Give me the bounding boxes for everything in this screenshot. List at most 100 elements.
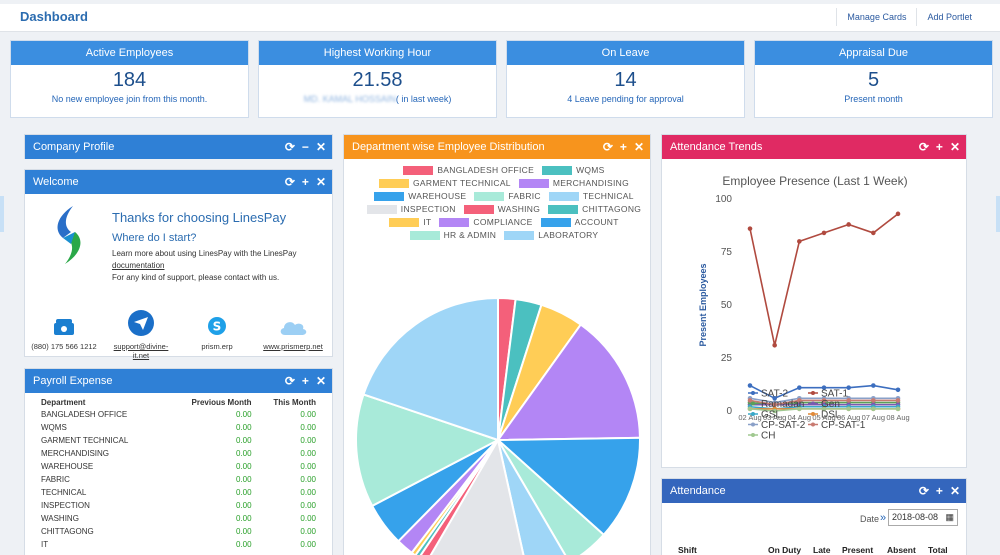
- pie-slice[interactable]: [410, 439, 499, 555]
- pie-slice[interactable]: [426, 437, 528, 555]
- pie-slice[interactable]: [419, 439, 499, 555]
- legend-item[interactable]: WAREHOUSE: [374, 191, 466, 201]
- data-point[interactable]: [772, 402, 777, 407]
- close-icon[interactable]: ✕: [633, 140, 644, 154]
- email-link[interactable]: support@divine-it.net: [114, 342, 169, 360]
- minimize-icon[interactable]: −: [301, 140, 309, 154]
- expand-icon[interactable]: +: [301, 175, 309, 189]
- legend-item[interactable]: CHITTAGONG: [548, 204, 641, 214]
- data-point[interactable]: [846, 406, 851, 412]
- website-link[interactable]: www.prismerp.net: [263, 342, 323, 351]
- legend-entry[interactable]: SAT-1: [808, 389, 848, 400]
- data-point[interactable]: [747, 226, 753, 231]
- legend-item[interactable]: WQMS: [542, 165, 605, 175]
- data-point[interactable]: [871, 406, 876, 412]
- data-point[interactable]: [772, 342, 777, 348]
- close-icon[interactable]: ✕: [949, 140, 960, 154]
- refresh-icon[interactable]: ⟳: [918, 484, 929, 498]
- refresh-icon[interactable]: ⟳: [284, 140, 295, 154]
- expand-icon[interactable]: +: [935, 484, 943, 498]
- data-point[interactable]: [821, 406, 827, 412]
- data-point[interactable]: [846, 385, 851, 390]
- legend-item[interactable]: COMPLIANCE: [439, 217, 532, 227]
- data-point[interactable]: [821, 398, 827, 403]
- legend-entry[interactable]: CH: [748, 431, 775, 442]
- legend-item[interactable]: ACCOUNT: [540, 217, 619, 227]
- calendar-icon[interactable]: ▦: [945, 512, 954, 522]
- close-icon[interactable]: ✕: [315, 175, 326, 189]
- data-point[interactable]: [797, 239, 802, 244]
- data-point[interactable]: [846, 398, 851, 403]
- data-point[interactable]: [871, 383, 876, 388]
- data-point[interactable]: [797, 385, 802, 390]
- refresh-icon[interactable]: ⟳: [918, 140, 929, 154]
- data-point[interactable]: [871, 398, 876, 403]
- department-cell: MERCHANDISING: [41, 449, 110, 458]
- data-point[interactable]: [821, 385, 827, 390]
- pie-slice[interactable]: [497, 439, 570, 555]
- pie-slice[interactable]: [495, 436, 641, 537]
- pie-slice[interactable]: [497, 439, 606, 555]
- legend-entry[interactable]: CP-SAT-2: [748, 420, 806, 431]
- pie-slice[interactable]: [496, 323, 641, 442]
- legend-item[interactable]: INSPECTION: [366, 204, 456, 214]
- left-edge-tab[interactable]: [0, 196, 4, 232]
- data-point[interactable]: [747, 383, 753, 388]
- data-point[interactable]: [846, 222, 851, 227]
- legend-entry[interactable]: DSL: [808, 410, 841, 421]
- right-edge-tab[interactable]: [996, 196, 1000, 232]
- data-point[interactable]: [747, 398, 753, 403]
- legend-item[interactable]: IT: [389, 217, 431, 227]
- close-icon[interactable]: ✕: [949, 484, 960, 498]
- refresh-icon[interactable]: ⟳: [284, 374, 295, 388]
- data-point[interactable]: [797, 398, 802, 403]
- legend-item[interactable]: WASHING: [463, 204, 540, 214]
- pie-slice[interactable]: [396, 439, 499, 555]
- pie-slice[interactable]: [497, 303, 583, 441]
- pie-slice[interactable]: [497, 297, 543, 441]
- legend-label: CP-SAT-1: [821, 420, 866, 431]
- legend-entry[interactable]: SAT-2: [748, 389, 788, 400]
- data-point[interactable]: [772, 395, 777, 401]
- stat-card-subtitle[interactable]: 4 Leave pending for approval: [567, 94, 684, 104]
- x-tick-label: 04 Aug: [788, 413, 811, 422]
- data-point[interactable]: [747, 406, 753, 412]
- date-input[interactable]: 2018-08-08 ▦: [888, 509, 958, 526]
- pie-slice[interactable]: [362, 296, 499, 442]
- pie-slice[interactable]: [355, 393, 501, 508]
- legend-item[interactable]: FABRIC: [474, 191, 541, 201]
- documentation-link[interactable]: documentation: [112, 261, 165, 270]
- legend-entry[interactable]: GSL: [748, 410, 781, 421]
- expand-icon[interactable]: +: [935, 140, 943, 154]
- data-point[interactable]: [895, 211, 901, 217]
- legend-item[interactable]: MERCHANDISING: [518, 178, 629, 188]
- legend-swatch: [518, 178, 549, 188]
- data-point[interactable]: [772, 408, 777, 414]
- legend-entry[interactable]: CP-SAT-1: [808, 420, 866, 431]
- data-point[interactable]: [797, 406, 802, 412]
- legend-item[interactable]: HR & ADMIN: [409, 230, 497, 240]
- close-icon[interactable]: ✕: [315, 140, 326, 154]
- data-point[interactable]: [895, 406, 901, 412]
- data-point[interactable]: [895, 387, 901, 393]
- legend-entry[interactable]: Gen: [808, 399, 840, 410]
- legend-item[interactable]: LABORATORY: [504, 230, 598, 240]
- pie-slice[interactable]: [497, 296, 517, 441]
- add-portlet-link[interactable]: Add Portlet: [916, 8, 982, 26]
- data-point[interactable]: [895, 398, 901, 403]
- legend-entry[interactable]: Ramadan: [748, 399, 804, 410]
- data-point[interactable]: [871, 230, 876, 236]
- refresh-icon[interactable]: ⟳: [284, 175, 295, 189]
- close-icon[interactable]: ✕: [315, 374, 326, 388]
- data-point[interactable]: [821, 230, 827, 236]
- refresh-icon[interactable]: ⟳: [602, 140, 613, 154]
- legend-item[interactable]: BANGLADESH OFFICE: [403, 165, 534, 175]
- legend-item[interactable]: TECHNICAL: [548, 191, 634, 201]
- expand-icon[interactable]: +: [301, 374, 309, 388]
- pie-slice[interactable]: [370, 439, 499, 543]
- manage-cards-link[interactable]: Manage Cards: [836, 8, 916, 26]
- pie-slice[interactable]: [414, 439, 499, 555]
- expand-icon[interactable]: +: [619, 140, 627, 154]
- legend-item[interactable]: GARMENT TECHNICAL: [379, 178, 511, 188]
- stat-card-value: 5: [867, 69, 880, 91]
